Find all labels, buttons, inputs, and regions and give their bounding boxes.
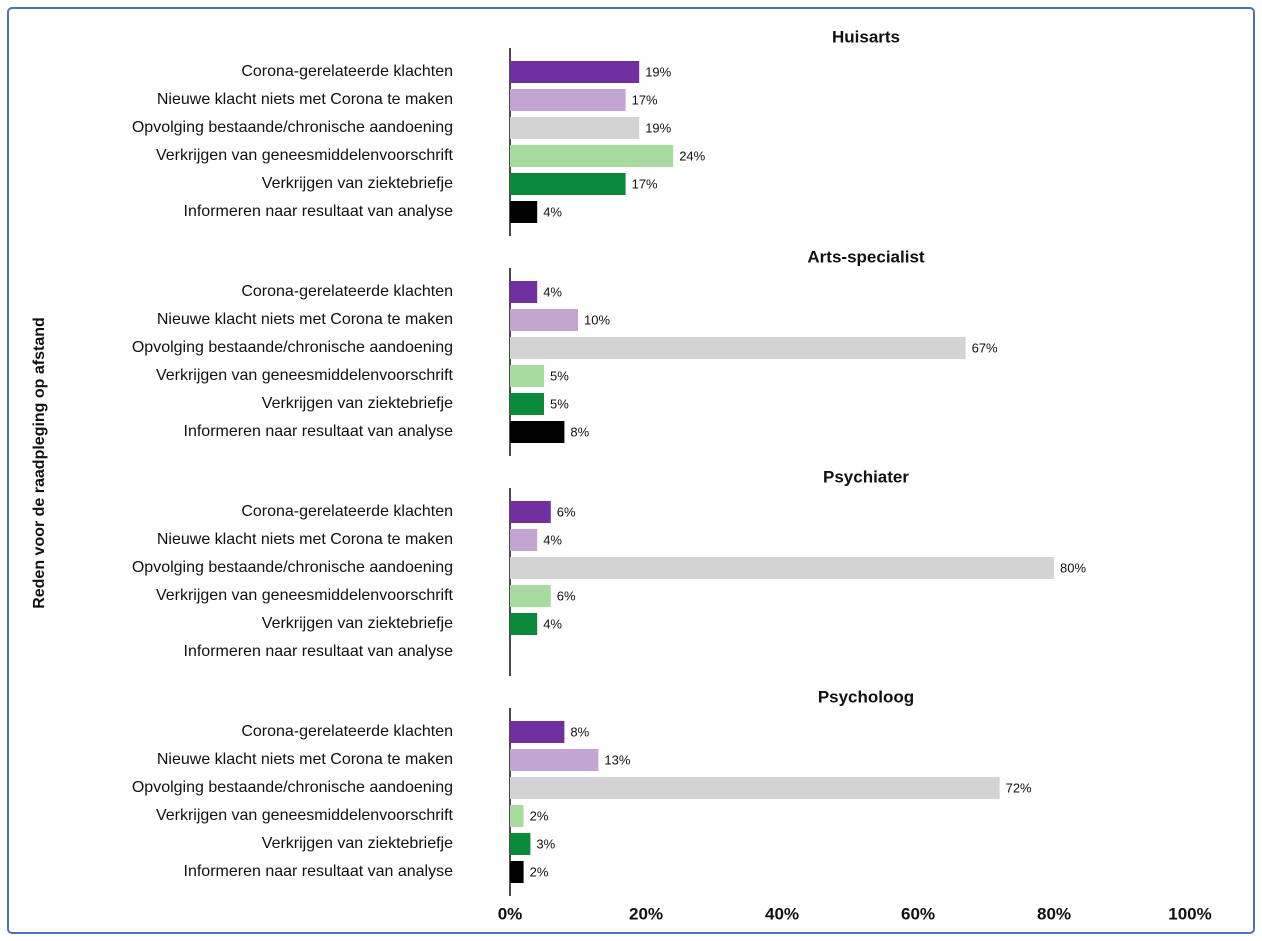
category-label: Verkrijgen van geneesmiddelenvoorschrift [156,807,454,824]
category-label: Opvolging bestaande/chronische aandoenin… [132,119,453,136]
x-tick-label: 20% [629,904,663,923]
bar [510,861,524,883]
category-label: Informeren naar resultaat van analyse [184,203,454,220]
category-label: Opvolging bestaande/chronische aandoenin… [132,339,453,356]
category-label: Verkrijgen van ziektebriefje [262,395,453,412]
category-label: Opvolging bestaande/chronische aandoenin… [132,779,453,796]
bar [510,805,524,827]
value-label: 19% [645,64,671,79]
bar [510,309,578,331]
value-label: 4% [543,532,562,547]
value-label: 67% [972,340,998,355]
panel-title: Arts-specialist [807,247,924,266]
category-label: Verkrijgen van ziektebriefje [262,615,453,632]
bar [510,585,551,607]
value-label: 2% [530,864,549,879]
value-label: 13% [604,752,630,767]
panel-title: Huisarts [832,27,900,46]
category-label: Verkrijgen van geneesmiddelenvoorschrift [156,587,454,604]
category-label: Opvolging bestaande/chronische aandoenin… [132,559,453,576]
value-label: 8% [570,424,589,439]
category-label: Corona-gerelateerde klachten [241,63,453,80]
category-label: Corona-gerelateerde klachten [241,723,453,740]
value-label: 3% [536,836,555,851]
x-tick-label: 60% [901,904,935,923]
bar [510,421,565,443]
bar [510,557,1054,579]
value-label: 6% [557,588,576,603]
bar [510,89,626,111]
value-label: 4% [543,204,562,219]
category-label: Nieuwe klacht niets met Corona te maken [157,531,453,548]
value-label: 19% [645,120,671,135]
category-label: Informeren naar resultaat van analyse [184,863,454,880]
category-label: Informeren naar resultaat van analyse [184,643,454,660]
value-label: 24% [679,148,705,163]
panel-title: Psychiater [823,467,909,486]
value-label: 80% [1060,560,1086,575]
bar [510,721,565,743]
bar [510,201,538,223]
bar [510,173,626,195]
bar [510,337,966,359]
x-tick-label: 0% [498,904,523,923]
value-label: 5% [550,368,569,383]
value-label: 5% [550,396,569,411]
category-label: Verkrijgen van ziektebriefje [262,835,453,852]
category-label: Nieuwe klacht niets met Corona te maken [157,311,453,328]
bar [510,117,640,139]
bar [510,529,538,551]
category-label: Verkrijgen van ziektebriefje [262,175,453,192]
category-label: Verkrijgen van geneesmiddelenvoorschrift [156,367,454,384]
category-label: Nieuwe klacht niets met Corona te maken [157,751,453,768]
frame [7,7,1255,934]
bar [510,281,538,303]
x-tick-label: 100% [1168,904,1211,923]
category-label: Informeren naar resultaat van analyse [184,423,454,440]
value-label: 10% [584,312,610,327]
x-tick-label: 80% [1037,904,1071,923]
bar [510,777,1000,799]
value-label: 17% [632,92,658,107]
bar [510,613,538,635]
bar [510,145,674,167]
category-label: Corona-gerelateerde klachten [241,283,453,300]
bar [510,833,531,855]
value-label: 2% [530,808,549,823]
bar [510,393,544,415]
value-label: 4% [543,284,562,299]
value-label: 72% [1006,780,1032,795]
value-label: 17% [632,176,658,191]
value-label: 4% [543,616,562,631]
x-tick-label: 40% [765,904,799,923]
value-label: 8% [570,724,589,739]
bar [510,501,551,523]
category-label: Corona-gerelateerde klachten [241,503,453,520]
panel-title: Psycholoog [818,687,914,706]
bar [510,365,544,387]
y-axis-label: Reden voor de raadpleging op afstand [31,317,48,609]
bar [510,749,599,771]
bar [510,61,640,83]
category-label: Verkrijgen van geneesmiddelenvoorschrift [156,147,454,164]
category-label: Nieuwe klacht niets met Corona te maken [157,91,453,108]
value-label: 6% [557,504,576,519]
